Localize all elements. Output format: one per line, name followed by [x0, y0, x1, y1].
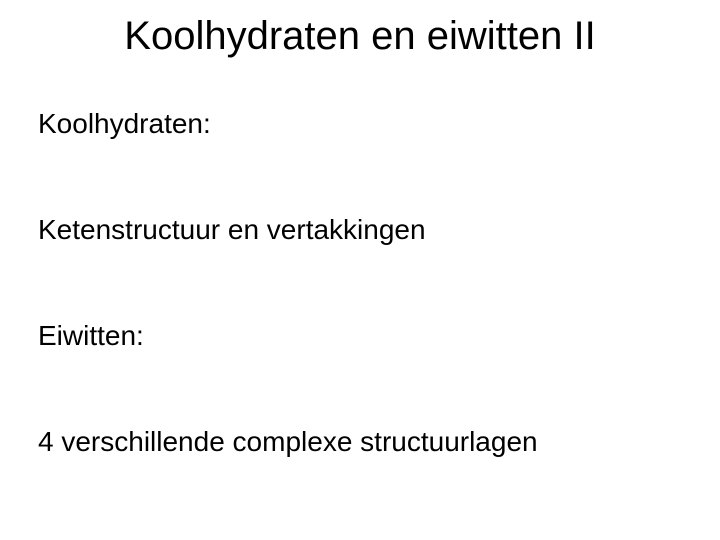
body-line-2: Ketenstructuur en vertakkingen [38, 214, 426, 246]
body-line-3: Eiwitten: [38, 320, 144, 352]
body-line-4: 4 verschillende complexe structuurlagen [38, 426, 538, 458]
slide: Koolhydraten en eiwitten II Koolhydraten… [0, 0, 720, 540]
body-line-1: Koolhydraten: [38, 108, 211, 140]
slide-title: Koolhydraten en eiwitten II [0, 14, 720, 59]
